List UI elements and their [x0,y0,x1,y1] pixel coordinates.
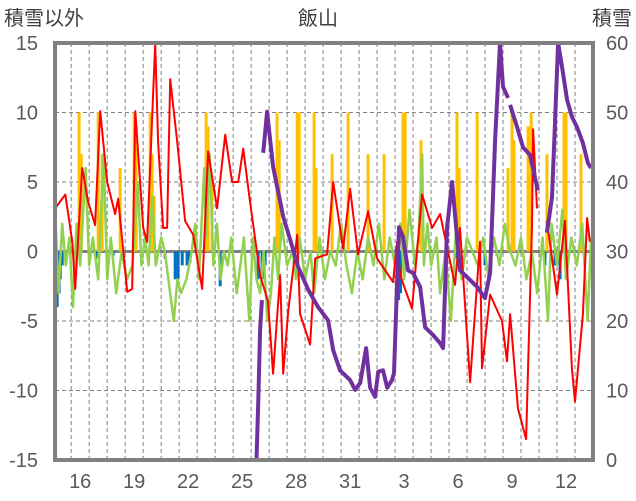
x-axis-ticks: 16 19 22 25 28 31 3 6 9 12 [69,471,577,493]
plot-border [53,41,595,462]
right-tick-label: 20 [606,311,628,333]
right-tick-label: 30 [606,242,628,264]
gridlines [55,43,593,460]
x-tick-label: 31 [339,471,361,493]
purple-series-line [55,299,264,462]
yellow-bar [564,112,568,252]
yellow-bar [79,154,83,252]
left-tick-label: 10 [16,103,38,125]
x-tick-label: 16 [69,471,91,493]
blue-bar [180,251,184,266]
left-axis-label: 積雪以外 [4,7,84,30]
right-tick-label: 0 [606,450,617,472]
yellow-bar [77,112,81,252]
purple-series-line [261,41,510,399]
left-tick-label: -5 [20,311,38,333]
left-tick-label: -10 [9,381,38,403]
right-axis-ticks: 60 50 40 30 20 10 0 [606,33,628,472]
x-tick-label: 6 [452,471,463,493]
chart-title: 飯山 [298,7,338,30]
red-series-line [545,217,591,403]
yellow-bar [510,112,514,252]
yellow-bar [314,168,318,252]
blue-bar [173,251,177,280]
x-tick-label: 3 [399,471,410,493]
yellow-bar [475,112,479,252]
left-axis-ticks: 15 10 5 0 -5 -10 -15 [9,33,38,472]
yellow-bar [401,112,405,252]
yellow-bar [457,168,461,252]
right-tick-label: 10 [606,381,628,403]
yellow-bar [545,154,549,252]
yellow-bar [96,112,100,252]
yellow-bar [529,112,533,252]
yellow-bar [366,154,370,252]
x-tick-label: 9 [506,471,517,493]
x-tick-label: 19 [123,471,145,493]
blue-bar [176,251,180,280]
right-tick-label: 40 [606,172,628,194]
yellow-bar [346,112,350,252]
right-tick-label: 50 [606,103,628,125]
x-tick-label: 22 [177,471,199,493]
x-tick-label: 28 [285,471,307,493]
yellow-bar [512,140,516,252]
blue-bar [185,251,189,266]
x-tick-label: 25 [231,471,253,493]
yellow-bar [562,112,566,252]
red-series-line [54,43,538,441]
yellow-bar [312,112,316,252]
right-tick-label: 60 [606,33,628,55]
right-axis-label: 積雪 [592,7,632,30]
plot-frame [53,41,595,462]
yellow-bar [506,168,510,252]
left-tick-label: 5 [27,172,38,194]
yellow-bar [297,112,301,252]
left-tick-label: -15 [9,450,38,472]
yellow-bar [403,112,407,252]
blue-bar [60,251,64,266]
purple-series-line [508,104,540,191]
left-tick-label: 15 [16,33,38,55]
yellow-bar [579,154,583,252]
yellow-bar [295,112,299,252]
yellow-bar [382,154,386,252]
left-tick-label: 0 [27,242,38,264]
purple-series-line [544,41,593,233]
x-tick-label: 12 [555,471,577,493]
yellow-bar [526,126,530,252]
yellow-bar [455,112,459,252]
